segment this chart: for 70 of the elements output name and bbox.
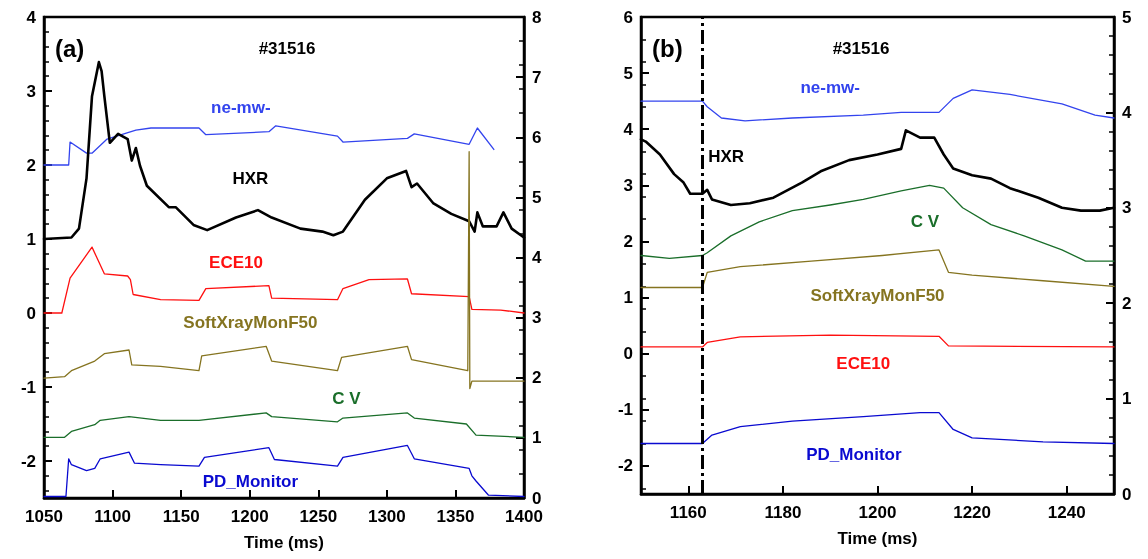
series-label: HXR <box>708 147 745 167</box>
y-tick-label: -1 <box>617 400 633 420</box>
line-series <box>640 334 1115 348</box>
series-label: SoftXrayMonF50 <box>810 286 945 305</box>
y-tick-label: 2 <box>26 155 36 175</box>
y2-tick-label: 1 <box>532 428 542 448</box>
y-tick-label: 1 <box>623 288 633 308</box>
x-axis-title: Time (ms) <box>837 529 918 548</box>
series-label: PD_Monitor <box>806 445 902 465</box>
x-tick-label: 1200 <box>858 503 897 522</box>
x-tick-label: 1350 <box>436 507 475 526</box>
y2-tick-label: 3 <box>532 308 542 328</box>
series-label: ECE10 <box>209 253 263 273</box>
y-tick-label: 5 <box>623 63 633 83</box>
x-tick-label: 1180 <box>764 503 802 522</box>
line-series <box>640 411 1115 445</box>
x-tick-label: 1400 <box>505 507 543 526</box>
series-label: ECE10 <box>836 353 891 373</box>
y-tick-label: 0 <box>26 303 36 323</box>
x-axis-title: Time (ms) <box>244 533 324 552</box>
x-tick-label: 1150 <box>162 507 200 526</box>
line-series <box>640 184 1115 262</box>
series-label: ne-mw- <box>800 77 860 97</box>
line-series <box>43 151 525 390</box>
y-tick-label: 3 <box>26 81 36 101</box>
text: (b) <box>652 34 683 62</box>
y-tick-label: 3 <box>623 175 633 195</box>
y2-tick-label: 5 <box>532 187 542 207</box>
series-label: ne-mw- <box>211 98 271 118</box>
y2-tick-label: 0 <box>1122 484 1132 504</box>
series-label: C V <box>910 211 940 231</box>
y-tick-label: 2 <box>623 231 633 251</box>
y-tick-label: 4 <box>26 7 37 27</box>
y2-tick-label: 4 <box>532 248 542 267</box>
text: #31516 <box>832 39 890 58</box>
y-tick-label: -2 <box>20 451 36 471</box>
series-label: SoftXrayMonF50 <box>183 312 318 332</box>
line-series <box>640 249 1115 289</box>
y2-tick-label: 2 <box>1122 293 1132 313</box>
series-label: C V <box>332 388 362 408</box>
y-tick-label: 0 <box>623 344 633 364</box>
y2-tick-label: 5 <box>1122 7 1132 27</box>
y-tick-label: -1 <box>20 377 36 397</box>
y-tick-label: 1 <box>26 229 36 249</box>
x-tick-label: 1200 <box>230 507 269 526</box>
y2-tick-label: 8 <box>532 7 542 27</box>
x-tick-label: 1300 <box>367 507 406 526</box>
x-tick-label: 1160 <box>669 503 707 522</box>
y2-tick-label: 7 <box>532 67 542 87</box>
line-series <box>43 412 525 438</box>
y2-tick-label: 1 <box>1122 389 1132 409</box>
line-series <box>43 246 525 314</box>
x-tick-label: 1250 <box>299 507 338 526</box>
x-tick-label: 1100 <box>94 507 132 526</box>
y2-tick-label: 4 <box>1122 102 1132 122</box>
series-label: HXR <box>232 168 269 188</box>
line-series <box>43 125 495 166</box>
x-tick-label: 1240 <box>1047 503 1086 522</box>
x-tick-label: 1050 <box>25 507 63 526</box>
y2-tick-label: 3 <box>1122 198 1132 218</box>
y-tick-label: -2 <box>617 456 633 476</box>
y-tick-label: 6 <box>623 7 633 27</box>
text: #31516 <box>258 39 316 58</box>
y2-tick-label: 0 <box>532 488 542 508</box>
x-tick-label: 1220 <box>953 503 992 522</box>
text: (a) <box>55 34 85 62</box>
y2-tick-label: 6 <box>532 127 542 147</box>
y-tick-label: 4 <box>623 119 634 139</box>
series-label: PD_Monitor <box>202 472 299 492</box>
y2-tick-label: 2 <box>532 368 542 388</box>
